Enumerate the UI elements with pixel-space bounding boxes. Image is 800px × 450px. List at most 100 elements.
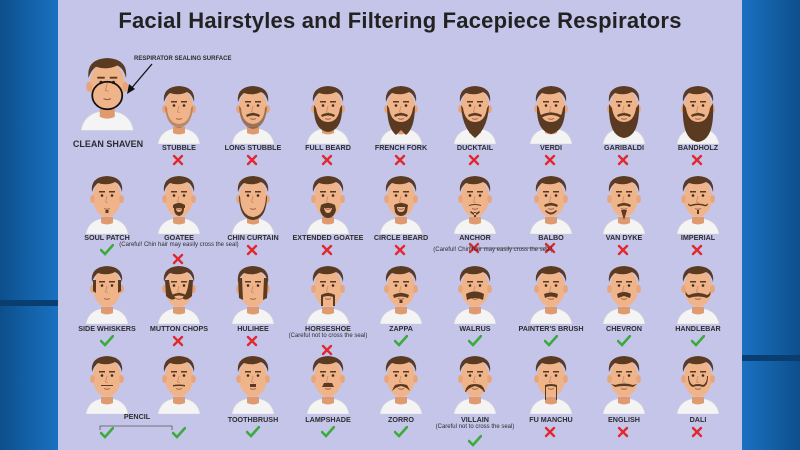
hairstyle-label: STUBBLE: [162, 143, 196, 152]
hairstyle-face: [228, 348, 278, 419]
hairstyle-face: [526, 168, 576, 239]
check-icon: [616, 334, 632, 347]
check-icon: [393, 425, 409, 438]
hairstyle-face: [599, 258, 649, 329]
cross-icon: [544, 153, 558, 166]
hairstyle-face: [82, 258, 132, 329]
pencil-bracket: [98, 418, 174, 436]
cross-icon: [321, 243, 335, 256]
hairstyle-label: VERDI: [540, 143, 562, 152]
hairstyle-face: [673, 78, 723, 149]
hairstyle-face: [228, 168, 278, 239]
hairstyle-face: [303, 348, 353, 419]
cross-icon: [172, 252, 186, 265]
check-icon: [320, 425, 336, 438]
hairstyle-label: BANDHOLZ: [677, 143, 719, 152]
hairstyle-face: [376, 78, 426, 149]
cross-icon: [246, 153, 260, 166]
cross-icon: [321, 343, 335, 356]
hairstyle-label: DALI: [689, 415, 707, 424]
check-icon: [99, 243, 115, 256]
hairstyle-face: [228, 78, 278, 149]
cross-icon: [246, 334, 260, 347]
cross-icon: [394, 243, 408, 256]
cross-icon: [246, 243, 260, 256]
hairstyle-label: SOUL PATCH: [84, 233, 130, 242]
hairstyle-label: LONG STUBBLE: [224, 143, 282, 152]
check-icon: [393, 334, 409, 347]
check-icon: [245, 425, 261, 438]
hairstyle-face: [303, 258, 353, 329]
hairstyle-face: [154, 78, 204, 149]
cross-icon: [691, 153, 705, 166]
hairstyle-face: [599, 348, 649, 419]
poster: Facial Hairstyles and Filtering Facepiec…: [58, 0, 742, 450]
hairstyle-label: FRENCH FORK: [374, 143, 428, 152]
background-left-panel: [0, 0, 62, 450]
hairstyle-face: [154, 258, 204, 329]
cross-icon: [691, 425, 705, 438]
check-icon: [99, 334, 115, 347]
cross-icon: [172, 334, 186, 347]
hairstyle-face: [376, 348, 426, 419]
hairstyle-label: PAINTER'S BRUSH: [518, 324, 584, 333]
hairstyle-label: CHIN CURTAIN: [227, 233, 279, 242]
hairstyle-face: [673, 168, 723, 239]
hairstyle-face: [303, 78, 353, 149]
check-icon: [690, 334, 706, 347]
hairstyle-face: [228, 258, 278, 329]
hairstyle-face: [376, 168, 426, 239]
cross-icon: [394, 153, 408, 166]
hairstyle-label: LAMPSHADE: [305, 415, 351, 424]
hairstyle-label: ZAPPA: [389, 324, 413, 333]
check-icon: [467, 334, 483, 347]
check-icon: [171, 426, 187, 439]
hairstyle-face: [526, 258, 576, 329]
background-stripe: [742, 355, 800, 361]
hairstyle-face: [154, 168, 204, 239]
pencil-group-label: PENCIL: [123, 412, 151, 421]
hairstyle-label: FULL BEARD: [305, 143, 351, 152]
hairstyle-face: [673, 258, 723, 329]
sealing-arrow: [118, 62, 158, 107]
background-stripe: [0, 300, 58, 306]
hairstyle-face: [450, 258, 500, 329]
hairstyle-face: [154, 348, 204, 419]
hairstyle-note: (Careful not to cross the seal): [288, 333, 368, 339]
hairstyle-label: HULIHEE: [237, 324, 269, 333]
check-icon: [467, 434, 483, 447]
hairstyle-face: [599, 78, 649, 149]
cross-icon: [544, 241, 558, 254]
anchor-balbo-bracket: [468, 238, 548, 256]
hairstyle-note: (Careful not to cross the seal): [435, 424, 515, 430]
hairstyle-label: ENGLISH: [608, 415, 640, 424]
hairstyle-label: HORSESHOE: [305, 324, 351, 333]
hairstyle-note: (Careful! Chin hair may easily cross the…: [119, 242, 239, 248]
clean-shaven-label: CLEAN SHAVEN: [72, 139, 144, 149]
hairstyle-label: HANDLEBAR: [675, 324, 721, 333]
cross-icon: [617, 153, 631, 166]
hairstyle-face: [450, 78, 500, 149]
anchor-balbo-note: (Careful! Chin hair may easily cross the…: [433, 247, 553, 253]
hairstyle-label: GOATEE: [164, 233, 194, 242]
hairstyle-label: SIDE WHISKERS: [78, 324, 136, 333]
check-icon: [543, 334, 559, 347]
hairstyle-face: [526, 348, 576, 419]
background-right-panel: [738, 0, 800, 450]
hairstyle-face: [376, 258, 426, 329]
hairstyle-face: [303, 168, 353, 239]
hairstyle-face: [450, 348, 500, 419]
hairstyle-label: IMPERIAL: [680, 233, 716, 242]
cross-icon: [617, 243, 631, 256]
poster-title: Facial Hairstyles and Filtering Facepiec…: [118, 8, 682, 33]
hairstyle-label: GARIBALDI: [604, 143, 644, 152]
sealing-surface-label: RESPIRATOR SEALING SURFACE: [134, 56, 232, 62]
hairstyle-face: [82, 348, 132, 419]
clean-shaven-face: [76, 48, 139, 137]
check-icon: [99, 426, 115, 439]
hairstyle-label: FU MANCHU: [529, 415, 573, 424]
hairstyle-label: VILLAIN: [461, 415, 489, 424]
hairstyle-label: CHEVRON: [606, 324, 642, 333]
hairstyle-label: MUTTON CHOPS: [149, 324, 209, 333]
hairstyle-face: [82, 168, 132, 239]
